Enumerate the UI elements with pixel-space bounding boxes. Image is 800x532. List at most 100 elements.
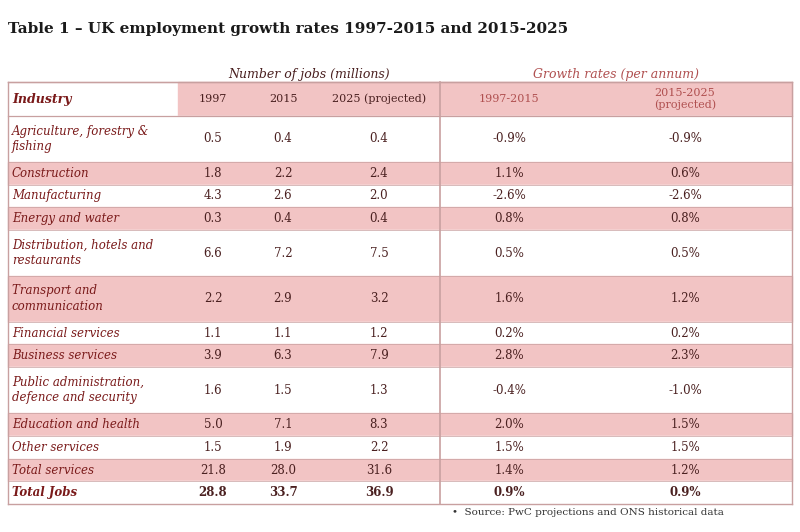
Text: 1.5: 1.5 bbox=[204, 440, 222, 454]
Text: 1.2%: 1.2% bbox=[670, 292, 700, 305]
Text: 2025 (projected): 2025 (projected) bbox=[332, 94, 426, 104]
Text: 7.2: 7.2 bbox=[274, 246, 292, 260]
Text: 0.5%: 0.5% bbox=[494, 246, 524, 260]
Text: 0.9%: 0.9% bbox=[494, 486, 525, 500]
Text: Growth rates (per annum): Growth rates (per annum) bbox=[533, 68, 699, 81]
Text: -0.4%: -0.4% bbox=[492, 384, 526, 397]
Text: Manufacturing: Manufacturing bbox=[12, 189, 101, 203]
Text: 1.2%: 1.2% bbox=[670, 463, 700, 477]
Text: 2.0: 2.0 bbox=[370, 189, 388, 203]
Bar bbox=[8, 481, 792, 504]
Text: 2.9: 2.9 bbox=[274, 292, 292, 305]
Bar bbox=[8, 116, 792, 162]
Text: -1.0%: -1.0% bbox=[668, 384, 702, 397]
Bar bbox=[8, 413, 792, 436]
Text: 1.8: 1.8 bbox=[204, 167, 222, 180]
Text: 1997: 1997 bbox=[199, 94, 227, 104]
Text: 6.6: 6.6 bbox=[204, 246, 222, 260]
Text: 0.4: 0.4 bbox=[274, 212, 292, 225]
Text: •  Source: PwC projections and ONS historical data: • Source: PwC projections and ONS histor… bbox=[452, 509, 724, 517]
Text: 1.6%: 1.6% bbox=[494, 292, 524, 305]
Text: -0.9%: -0.9% bbox=[668, 132, 702, 145]
Text: 2.0%: 2.0% bbox=[494, 418, 524, 431]
Bar bbox=[8, 321, 792, 344]
Text: 1.1%: 1.1% bbox=[494, 167, 524, 180]
Text: 7.5: 7.5 bbox=[370, 246, 388, 260]
Text: Table 1 – UK employment growth rates 1997-2015 and 2015-2025: Table 1 – UK employment growth rates 199… bbox=[8, 22, 568, 36]
Text: 1997-2015: 1997-2015 bbox=[478, 94, 539, 104]
Bar bbox=[8, 436, 792, 459]
Text: 2.8%: 2.8% bbox=[494, 350, 524, 362]
Text: 0.5%: 0.5% bbox=[670, 246, 700, 260]
Text: 1.1: 1.1 bbox=[204, 327, 222, 339]
Text: 0.2%: 0.2% bbox=[670, 327, 700, 339]
Text: -2.6%: -2.6% bbox=[492, 189, 526, 203]
Text: 2.2: 2.2 bbox=[370, 440, 388, 454]
Text: 0.2%: 0.2% bbox=[494, 327, 524, 339]
Text: 1.4%: 1.4% bbox=[494, 463, 524, 477]
Text: 6.3: 6.3 bbox=[274, 350, 292, 362]
Text: 0.8%: 0.8% bbox=[670, 212, 700, 225]
Bar bbox=[178, 82, 792, 116]
Text: Construction: Construction bbox=[12, 167, 90, 180]
Text: Financial services: Financial services bbox=[12, 327, 120, 339]
Text: 4.3: 4.3 bbox=[204, 189, 222, 203]
Text: 1.5: 1.5 bbox=[274, 384, 292, 397]
Text: 28.8: 28.8 bbox=[198, 486, 227, 500]
Text: Transport and
communication: Transport and communication bbox=[12, 285, 104, 313]
Text: 21.8: 21.8 bbox=[200, 463, 226, 477]
Text: 28.0: 28.0 bbox=[270, 463, 296, 477]
Text: Total services: Total services bbox=[12, 463, 94, 477]
Text: 0.4: 0.4 bbox=[370, 132, 388, 145]
Bar bbox=[8, 276, 792, 321]
Text: 0.4: 0.4 bbox=[370, 212, 388, 225]
Text: Total Jobs: Total Jobs bbox=[12, 486, 77, 500]
Text: 1.6: 1.6 bbox=[204, 384, 222, 397]
Text: 31.6: 31.6 bbox=[366, 463, 392, 477]
Bar bbox=[8, 367, 792, 413]
Bar bbox=[8, 162, 792, 185]
Text: 0.6%: 0.6% bbox=[670, 167, 700, 180]
Text: 3.2: 3.2 bbox=[370, 292, 388, 305]
Text: 7.9: 7.9 bbox=[370, 350, 388, 362]
Bar bbox=[8, 230, 792, 276]
Text: 1.5%: 1.5% bbox=[670, 418, 700, 431]
Text: 0.9%: 0.9% bbox=[670, 486, 701, 500]
Text: Distribution, hotels and
restaurants: Distribution, hotels and restaurants bbox=[12, 239, 154, 267]
Text: 1.1: 1.1 bbox=[274, 327, 292, 339]
Bar bbox=[8, 207, 792, 230]
Text: Agriculture, forestry &
fishing: Agriculture, forestry & fishing bbox=[12, 124, 150, 153]
Bar bbox=[8, 459, 792, 481]
Text: Industry: Industry bbox=[12, 93, 71, 106]
Text: 0.3: 0.3 bbox=[204, 212, 222, 225]
Text: Other services: Other services bbox=[12, 440, 99, 454]
Text: Number of jobs (millions): Number of jobs (millions) bbox=[228, 68, 390, 81]
Text: 1.5%: 1.5% bbox=[670, 440, 700, 454]
Bar bbox=[8, 185, 792, 207]
Text: Energy and water: Energy and water bbox=[12, 212, 119, 225]
Text: 8.3: 8.3 bbox=[370, 418, 388, 431]
Text: 33.7: 33.7 bbox=[269, 486, 298, 500]
Text: 2015: 2015 bbox=[269, 94, 298, 104]
Text: -2.6%: -2.6% bbox=[668, 189, 702, 203]
Text: 0.4: 0.4 bbox=[274, 132, 292, 145]
Text: 3.9: 3.9 bbox=[204, 350, 222, 362]
Bar bbox=[8, 344, 792, 367]
Text: -0.9%: -0.9% bbox=[492, 132, 526, 145]
Text: 0.5: 0.5 bbox=[204, 132, 222, 145]
Text: Business services: Business services bbox=[12, 350, 117, 362]
Text: 7.1: 7.1 bbox=[274, 418, 292, 431]
Text: Public administration,
defence and security: Public administration, defence and secur… bbox=[12, 376, 144, 404]
Text: 2.6: 2.6 bbox=[274, 189, 292, 203]
Text: 2.2: 2.2 bbox=[274, 167, 292, 180]
Text: 5.0: 5.0 bbox=[204, 418, 222, 431]
Text: 36.9: 36.9 bbox=[365, 486, 394, 500]
Text: 0.8%: 0.8% bbox=[494, 212, 524, 225]
Text: 2.3%: 2.3% bbox=[670, 350, 700, 362]
Text: 2015-2025
(projected): 2015-2025 (projected) bbox=[654, 88, 716, 110]
Text: 1.9: 1.9 bbox=[274, 440, 292, 454]
Text: 2.4: 2.4 bbox=[370, 167, 388, 180]
Text: 1.5%: 1.5% bbox=[494, 440, 524, 454]
Text: 1.2: 1.2 bbox=[370, 327, 388, 339]
Text: 2.2: 2.2 bbox=[204, 292, 222, 305]
